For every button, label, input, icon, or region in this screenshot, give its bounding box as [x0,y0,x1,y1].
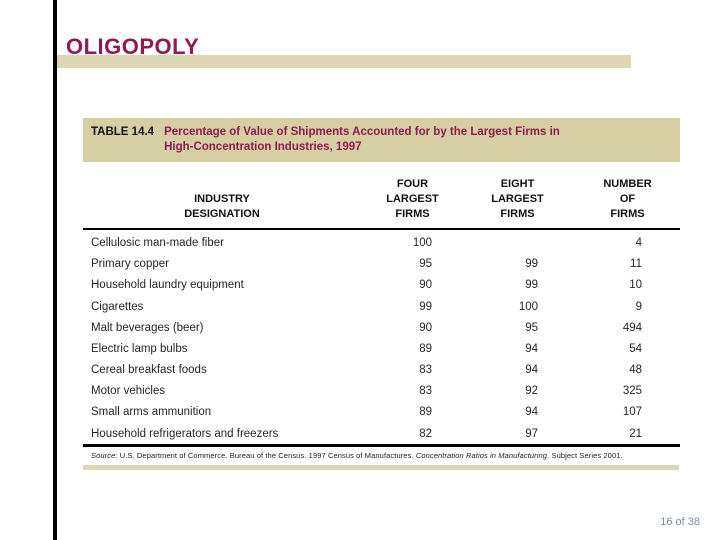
table-row: Malt beverages (beer) 90 95 494 [83,317,680,338]
industry-cell: Cereal breakfast foods [91,364,207,377]
number-firms-cell: 9 [635,300,642,313]
column-header-eight-largest: EIGHT LARGEST FIRMS [491,178,544,221]
title-underline-bar [57,55,631,68]
eight-firms-cell: 94 [525,342,538,355]
industry-cell: Household refrigerators and freezers [91,427,279,440]
industry-cell: Cigarettes [91,300,144,313]
eight-firms-cell: 99 [525,258,538,271]
number-firms-cell: 48 [629,364,642,377]
industry-cell: Primary copper [91,258,169,271]
number-firms-cell: 54 [629,342,642,355]
number-firms-cell: 4 [635,236,642,249]
source-note: Source: U.S. Department of Commerce. Bur… [83,447,680,463]
number-firms-cell: 494 [622,321,642,334]
table-row: Cereal breakfast foods 83 94 48 [83,360,680,381]
table-row: Motor vehicles 83 92 325 [83,381,680,402]
table-row: Household refrigerators and freezers 82 … [83,423,680,444]
four-firms-cell: 89 [419,406,432,419]
industry-cell: Malt beverages (beer) [91,321,204,334]
eight-firms-cell: 100 [518,300,538,313]
column-header-industry: INDUSTRY DESIGNATION [184,193,260,221]
header-divider-rule [83,227,680,231]
four-firms-cell: 82 [419,427,432,440]
eight-firms-cell: 94 [525,406,538,419]
table-header-row: INDUSTRY DESIGNATION FOUR LARGEST FIRMS … [83,162,680,228]
number-firms-cell: 21 [629,427,642,440]
four-firms-cell: 90 [419,279,432,292]
table-row: Household laundry equipment 90 99 10 [83,275,680,296]
eight-firms-cell: 99 [525,279,538,292]
industry-cell: Small arms ammunition [91,406,212,419]
four-firms-cell: 95 [419,258,432,271]
eight-firms-cell: 92 [525,385,538,398]
table-row: Cigarettes 99 100 9 [83,296,680,317]
four-firms-cell: 100 [412,236,432,249]
industry-cell: Household laundry equipment [91,279,244,292]
four-firms-cell: 89 [419,342,432,355]
table-caption-bar: TABLE 14.4 Percentage of Value of Shipme… [83,118,680,162]
number-firms-cell: 10 [629,279,642,292]
source-publication-title: Concentration Ratios in Manufacturing [415,450,548,460]
table-row: Electric lamp bulbs 89 94 54 [83,338,680,359]
industry-cell: Motor vehicles [91,385,166,398]
table-number-label: TABLE 14.4 [91,126,155,138]
column-header-number-of-firms: NUMBER OF FIRMS [603,178,652,221]
four-firms-cell: 99 [419,300,432,313]
eight-firms-cell: 94 [525,364,538,377]
table-row: Primary copper 95 99 11 [83,254,680,275]
number-firms-cell: 107 [622,406,642,419]
source-label: Source [91,450,116,460]
table-row: Small arms ammunition 89 94 107 [83,402,680,423]
bottom-tan-bar [83,464,679,470]
footer-divider-rule [83,444,680,447]
eight-firms-cell: 97 [525,427,538,440]
table-row: Cellulosic man-made fiber 100 4 [83,232,680,253]
table-caption: Percentage of Value of Shipments Account… [164,126,560,153]
number-firms-cell: 325 [622,385,642,398]
four-firms-cell: 83 [419,385,432,398]
eight-firms-cell: 95 [525,321,538,334]
industry-cell: Cellulosic man-made fiber [91,236,224,249]
source-text-1: : U.S. Department of Commerce. Bureau of… [115,450,416,460]
left-accent-bar [53,0,57,540]
table-body: Cellulosic man-made fiber 100 4 Primary … [83,230,680,444]
data-table: TABLE 14.4 Percentage of Value of Shipme… [83,118,680,470]
number-firms-cell: 11 [630,258,642,271]
four-firms-cell: 90 [419,321,432,334]
source-text-2: . Subject Series 2001. [547,450,623,460]
page-indicator: 16 of 38 [660,516,700,528]
slide-title: OLIGOPOLY [66,34,200,59]
industry-cell: Electric lamp bulbs [91,342,188,355]
four-firms-cell: 83 [419,364,432,377]
column-header-four-largest: FOUR LARGEST FIRMS [386,178,439,221]
